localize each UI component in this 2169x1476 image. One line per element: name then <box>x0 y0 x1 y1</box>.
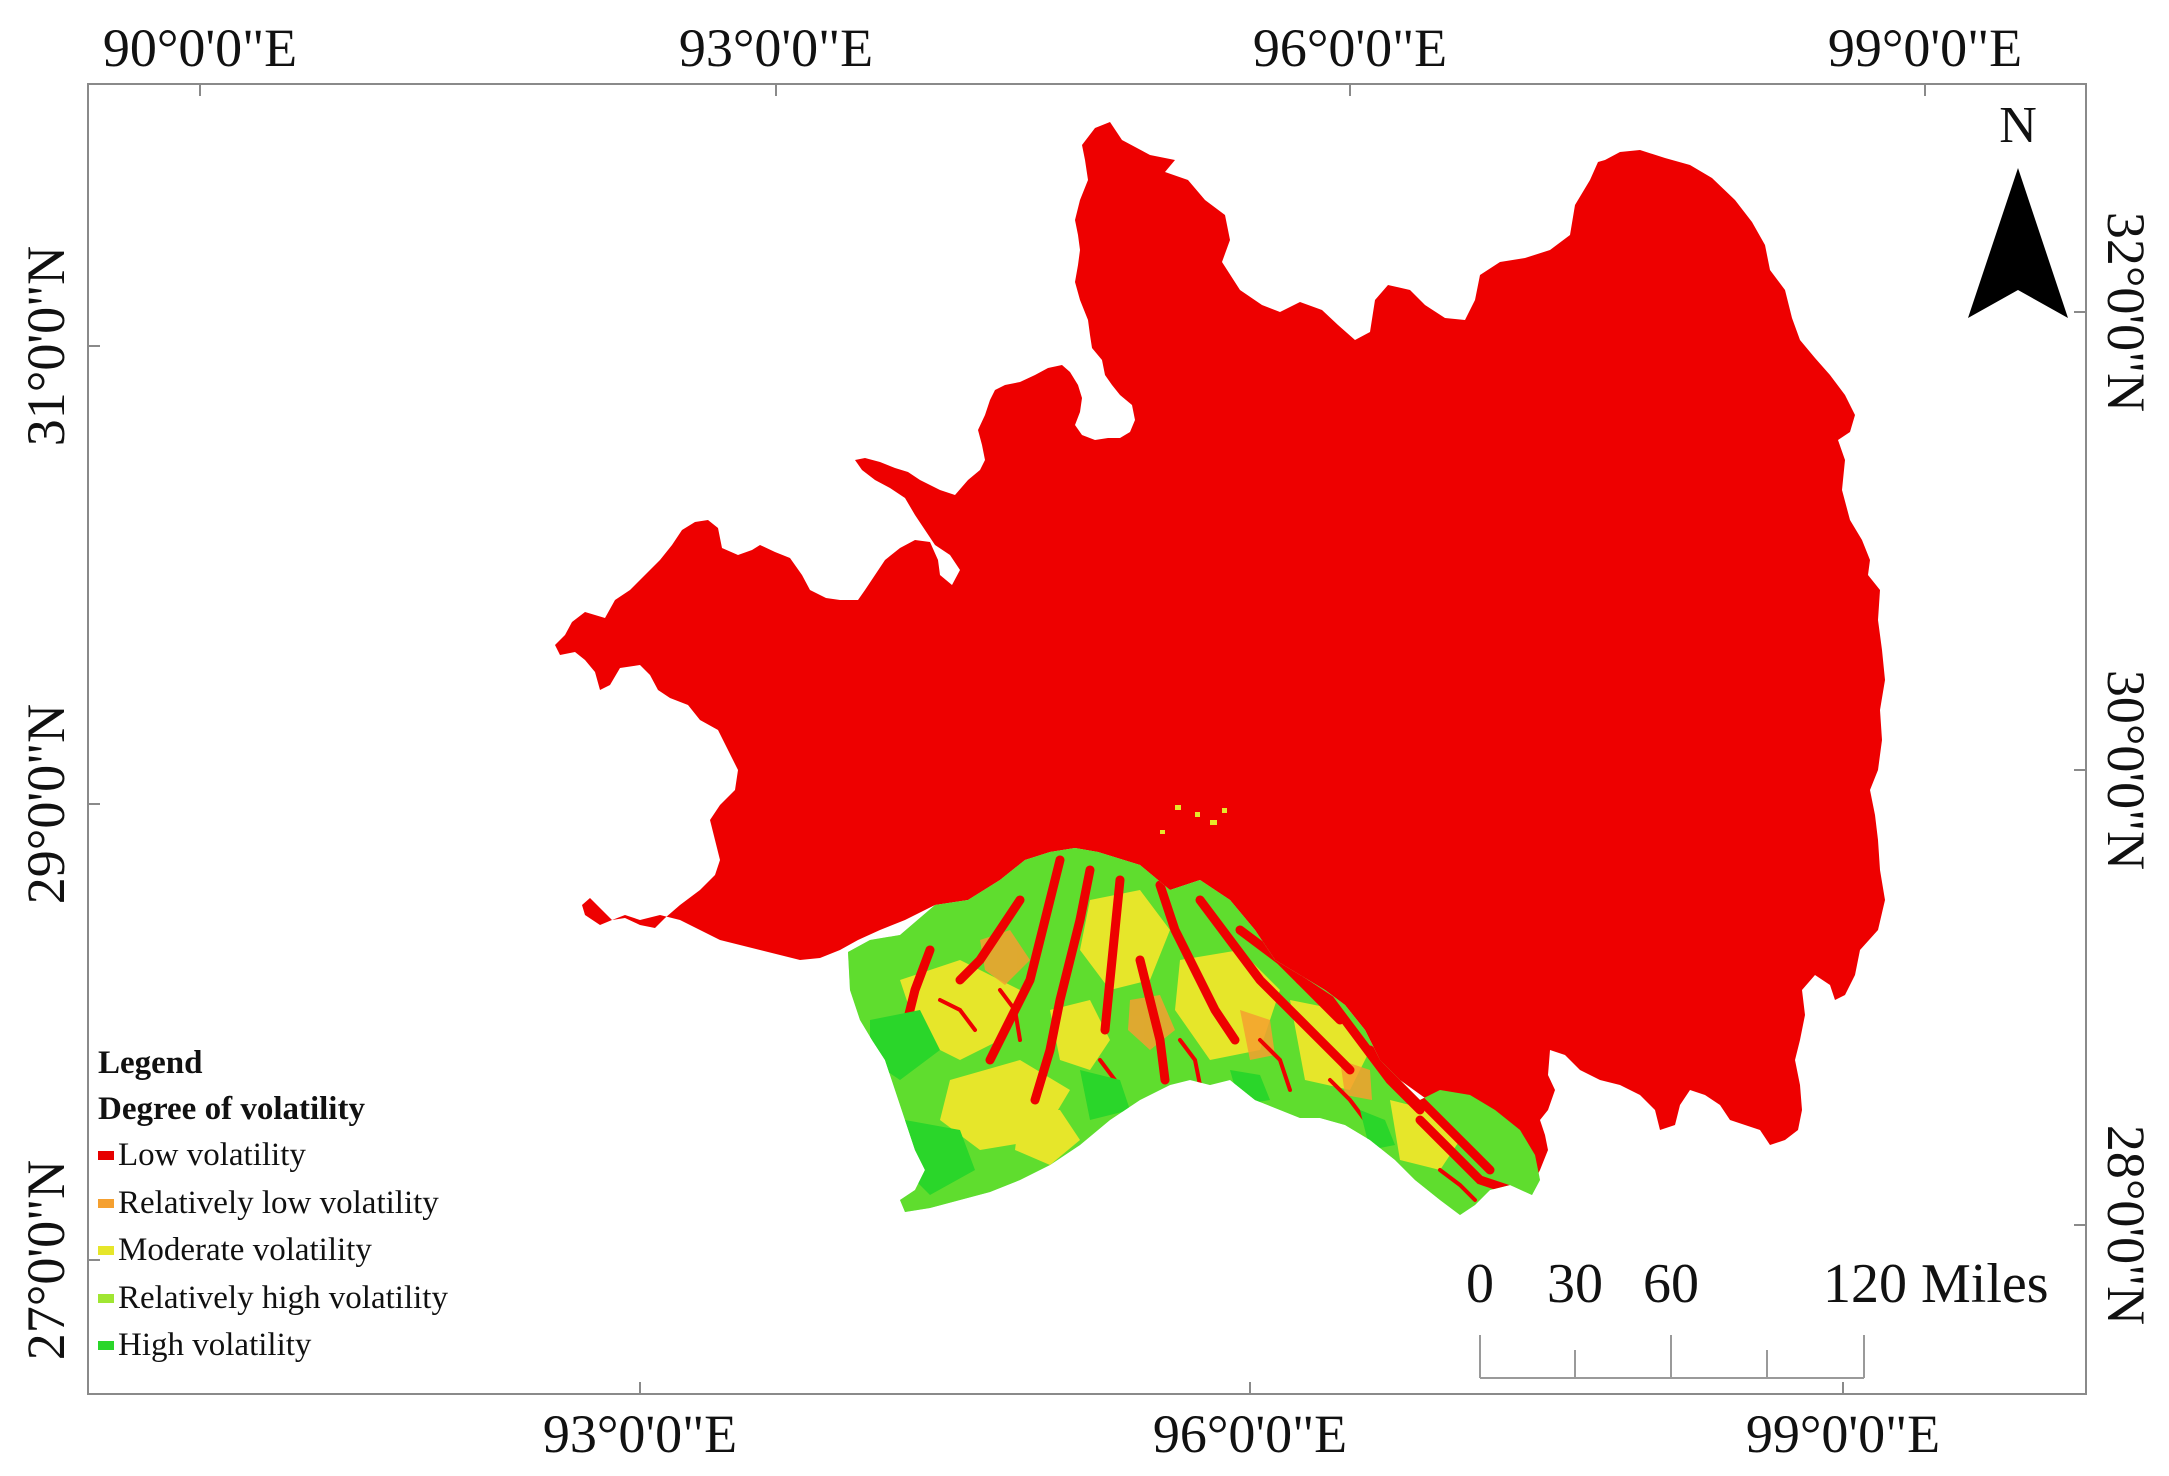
scale-label: 0 <box>1466 1253 1494 1315</box>
north-label: N <box>1999 97 2037 154</box>
top-lon-label: 96°0'0"E <box>1253 18 1447 78</box>
top-lon-label: 90°0'0"E <box>103 18 297 78</box>
legend-item-label: Relatively low volatility <box>118 1184 439 1221</box>
legend-item-high: High volatility <box>98 1322 448 1370</box>
study-region-low-volatility <box>555 122 1885 1190</box>
scale-label: 60 <box>1643 1253 1699 1315</box>
north-arrow: N <box>1968 97 2068 318</box>
frame-ticks <box>88 84 2086 1394</box>
legend-item-moderate: Moderate volatility <box>98 1227 448 1275</box>
right-lat-label: 30°0'0"N <box>2096 670 2156 870</box>
bottom-lon-label: 93°0'0"E <box>543 1404 737 1464</box>
left-lat-label: 31°0'0"N <box>16 246 76 446</box>
scale-label: 120 Miles <box>1823 1253 2049 1315</box>
left-lat-label: 27°0'0"N <box>16 1160 76 1360</box>
legend-item-label: High volatility <box>118 1327 312 1363</box>
legend-subtitle: Degree of volatility <box>98 1091 365 1127</box>
top-longitude-labels: 90°0'0"E 93°0'0"E 96°0'0"E 99°0'0"E <box>103 18 2022 78</box>
legend-swatch <box>98 1293 114 1303</box>
legend-item-relatively-high: Relatively high volatility <box>98 1275 448 1323</box>
bottom-lon-label: 99°0'0"E <box>1746 1404 1940 1464</box>
legend-item-label: Low volatility <box>118 1137 306 1173</box>
scale-bar: 0 30 60 120 Miles <box>1466 1253 2049 1379</box>
bottom-longitude-labels: 93°0'0"E 96°0'0"E 99°0'0"E <box>543 1404 1940 1464</box>
right-latitude-labels: 32°0'0"N 30°0'0"N 28°0'0"N <box>2096 212 2156 1325</box>
legend-item-label: Relatively high volatility <box>118 1279 448 1316</box>
left-lat-label: 29°0'0"N <box>16 704 76 904</box>
top-lon-label: 99°0'0"E <box>1828 18 2022 78</box>
legend-item-low: Low volatility <box>98 1132 448 1180</box>
north-arrow-icon <box>1968 168 2068 318</box>
legend: Legend Degree of volatility Low volatili… <box>98 1040 448 1370</box>
legend-item-relatively-low: Relatively low volatility <box>98 1180 448 1228</box>
legend-item-label: Moderate volatility <box>118 1232 372 1268</box>
right-lat-label: 32°0'0"N <box>2096 212 2156 412</box>
top-lon-label: 93°0'0"E <box>679 18 873 78</box>
legend-swatch <box>98 1198 114 1208</box>
legend-title: Legend <box>98 1045 203 1081</box>
scale-label: 30 <box>1547 1253 1603 1315</box>
bottom-lon-label: 96°0'0"E <box>1153 1404 1347 1464</box>
volatility-specks <box>1160 805 1227 834</box>
legend-swatch <box>98 1341 114 1351</box>
left-latitude-labels: 31°0'0"N 29°0'0"N 27°0'0"N <box>16 246 76 1360</box>
legend-swatch <box>98 1246 114 1256</box>
legend-swatch <box>98 1151 114 1161</box>
right-lat-label: 28°0'0"N <box>2096 1125 2156 1325</box>
